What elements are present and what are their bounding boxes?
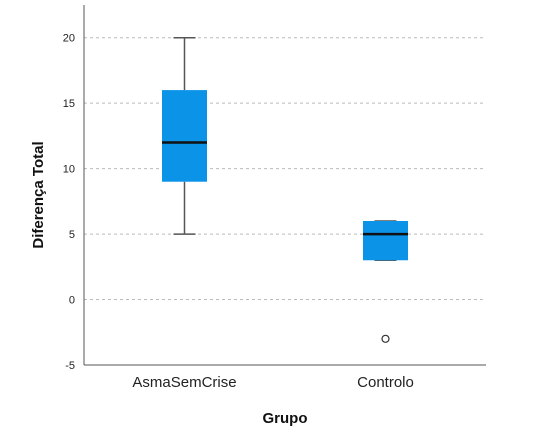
y-tick-label: 0 bbox=[69, 295, 75, 307]
y-axis-title: Diferença Total bbox=[30, 141, 47, 248]
outlier-point bbox=[381, 334, 390, 343]
y-tick-label: 15 bbox=[63, 98, 75, 110]
y-tick-label: -5 bbox=[65, 360, 75, 372]
box-group-asmasemcrise bbox=[162, 36, 207, 235]
x-axis-title: Grupo bbox=[263, 410, 308, 427]
y-tick-label: 5 bbox=[69, 229, 75, 241]
x-tick-label: AsmaSemCrise bbox=[132, 374, 236, 391]
box-iqr bbox=[162, 90, 207, 182]
gridlines bbox=[84, 37, 486, 301]
y-tick-label: 20 bbox=[63, 33, 75, 45]
x-tick-label: Controlo bbox=[357, 374, 414, 391]
x-tick-labels: AsmaSemCrise Controlo bbox=[132, 374, 413, 391]
box-iqr bbox=[363, 221, 408, 261]
y-tick-label: 10 bbox=[63, 164, 75, 176]
boxes bbox=[162, 36, 408, 343]
axes bbox=[83, 5, 486, 366]
box-group-controlo bbox=[363, 220, 408, 343]
y-tick-labels: -5 0 5 10 15 20 bbox=[63, 33, 75, 372]
